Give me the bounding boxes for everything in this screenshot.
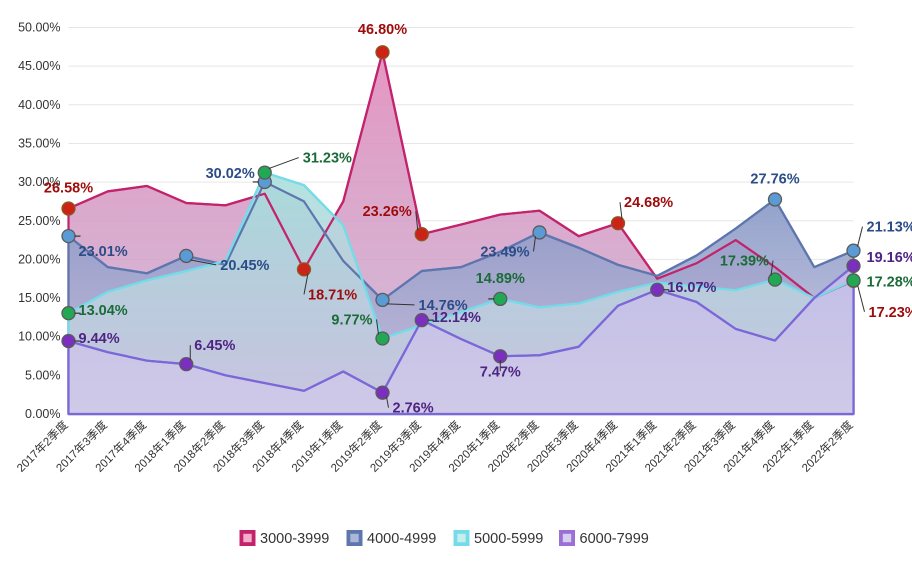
svg-text:24.68%: 24.68% xyxy=(624,195,673,211)
svg-text:20.45%: 20.45% xyxy=(220,258,269,274)
svg-text:9.44%: 9.44% xyxy=(79,331,120,347)
svg-text:4000-4999: 4000-4999 xyxy=(367,531,436,547)
svg-text:17.28%: 17.28% xyxy=(867,274,912,290)
svg-text:13.04%: 13.04% xyxy=(79,303,128,319)
svg-text:21.13%: 21.13% xyxy=(867,220,912,236)
svg-text:18.71%: 18.71% xyxy=(308,287,357,303)
svg-text:12.14%: 12.14% xyxy=(432,310,481,326)
svg-text:3000-3999: 3000-3999 xyxy=(260,531,329,547)
svg-text:23.01%: 23.01% xyxy=(79,244,128,260)
svg-text:5.00%: 5.00% xyxy=(25,368,60,382)
svg-text:30.02%: 30.02% xyxy=(206,166,255,182)
svg-text:50.00%: 50.00% xyxy=(18,21,60,35)
svg-text:15.00%: 15.00% xyxy=(18,291,60,305)
svg-text:6.45%: 6.45% xyxy=(194,338,235,354)
svg-text:17.23%: 17.23% xyxy=(869,305,912,321)
svg-text:31.23%: 31.23% xyxy=(303,151,352,167)
svg-text:45.00%: 45.00% xyxy=(18,59,60,73)
svg-text:9.77%: 9.77% xyxy=(331,312,372,328)
svg-text:23.26%: 23.26% xyxy=(363,204,412,220)
svg-text:46.80%: 46.80% xyxy=(358,22,407,38)
svg-text:14.89%: 14.89% xyxy=(476,271,525,287)
svg-text:40.00%: 40.00% xyxy=(18,98,60,112)
svg-text:23.49%: 23.49% xyxy=(480,244,529,260)
svg-text:19.16%: 19.16% xyxy=(867,250,912,266)
svg-text:26.58%: 26.58% xyxy=(44,181,93,197)
svg-text:27.76%: 27.76% xyxy=(750,171,799,187)
svg-text:20.00%: 20.00% xyxy=(18,252,60,266)
svg-text:17.39%: 17.39% xyxy=(720,254,769,270)
svg-text:0.00%: 0.00% xyxy=(25,407,60,421)
svg-text:35.00%: 35.00% xyxy=(18,136,60,150)
svg-text:25.00%: 25.00% xyxy=(18,214,60,228)
svg-text:7.47%: 7.47% xyxy=(480,364,521,380)
svg-text:6000-7999: 6000-7999 xyxy=(580,531,649,547)
svg-text:5000-5999: 5000-5999 xyxy=(474,531,543,547)
svg-text:2.76%: 2.76% xyxy=(393,401,434,417)
svg-text:10.00%: 10.00% xyxy=(18,330,60,344)
svg-text:16.07%: 16.07% xyxy=(667,280,716,296)
